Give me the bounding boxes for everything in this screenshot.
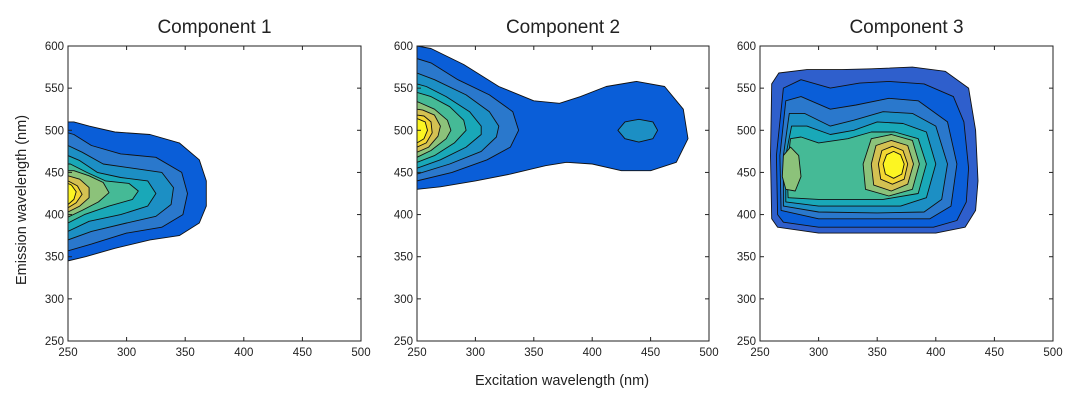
y-tick-label: 350: [737, 252, 756, 264]
y-tick-label: 400: [394, 210, 413, 222]
y-tick-label: 600: [394, 41, 413, 53]
contour-group: [417, 46, 689, 190]
y-tick-label: 300: [45, 294, 64, 306]
y-tick-label: 600: [45, 41, 64, 53]
x-tick-label: 350: [868, 347, 887, 359]
x-tick-label: 250: [407, 347, 426, 359]
chart-title: Component 3: [849, 17, 963, 38]
x-tick-label: 250: [58, 347, 77, 359]
y-tick-label: 350: [45, 252, 64, 264]
chart-title: Component 1: [157, 17, 271, 38]
axes-frame: [759, 45, 1054, 342]
y-tick-label: 450: [737, 167, 756, 179]
x-tick-label: 300: [809, 347, 828, 359]
x-tick-label: 500: [351, 347, 370, 359]
chart-panel-2: 250 300 350 400 450 500 250 300 350 400 450 500 550 6…: [394, 17, 719, 359]
y-tick-label: 400: [45, 210, 64, 222]
y-axis-label: Emission wavelength (nm): [14, 115, 30, 285]
x-tick-label: 500: [1043, 347, 1062, 359]
y-tick-label: 600: [737, 41, 756, 53]
y-tick-label: 550: [394, 83, 413, 95]
x-tick-label: 300: [466, 347, 485, 359]
y-tick-label: 450: [394, 167, 413, 179]
x-tick-label: 450: [293, 347, 312, 359]
chart-panel-1: 250 300 350 400 450 500 250 300 350 400 450 500 550 6…: [45, 17, 371, 359]
x-tick-label: 250: [750, 347, 769, 359]
chart-panel-3: 250 300 350 400 450 500 250 300 350 400 450 500 550 6…: [737, 17, 1063, 359]
y-tick-label: 250: [394, 336, 413, 348]
x-tick-label: 400: [234, 347, 253, 359]
x-tick-label: 350: [176, 347, 195, 359]
chart-title: Component 2: [506, 17, 620, 38]
contour-level-11: [882, 150, 905, 179]
y-tick-label: 300: [394, 294, 413, 306]
y-tick-label: 250: [45, 336, 64, 348]
x-axis-label: Excitation wavelength (nm): [475, 373, 649, 389]
y-tick-label: 500: [737, 125, 756, 137]
y-tick-label: 300: [737, 294, 756, 306]
x-tick-label: 300: [117, 347, 136, 359]
y-tick-label: 500: [394, 125, 413, 137]
y-tick-label: 350: [394, 252, 413, 264]
x-tick-label: 450: [641, 347, 660, 359]
y-tick-label: 250: [737, 336, 756, 348]
axes-frame: [67, 45, 362, 342]
contour-group: [770, 66, 979, 234]
y-tick-label: 550: [737, 83, 756, 95]
y-tick-label: 550: [45, 83, 64, 95]
contour-level-10: [617, 118, 659, 143]
contour-level-9: [68, 182, 77, 205]
contour-level-9: [417, 118, 428, 144]
contour-group: [68, 121, 207, 262]
x-tick-label: 400: [926, 347, 945, 359]
x-tick-label: 350: [524, 347, 543, 359]
contour-level-8: [781, 146, 802, 192]
x-tick-label: 450: [985, 347, 1004, 359]
y-tick-label: 450: [45, 167, 64, 179]
y-tick-label: 500: [45, 125, 64, 137]
y-tick-label: 400: [737, 210, 756, 222]
x-tick-label: 500: [699, 347, 718, 359]
axes-frame: [416, 45, 710, 342]
x-tick-label: 400: [583, 347, 602, 359]
